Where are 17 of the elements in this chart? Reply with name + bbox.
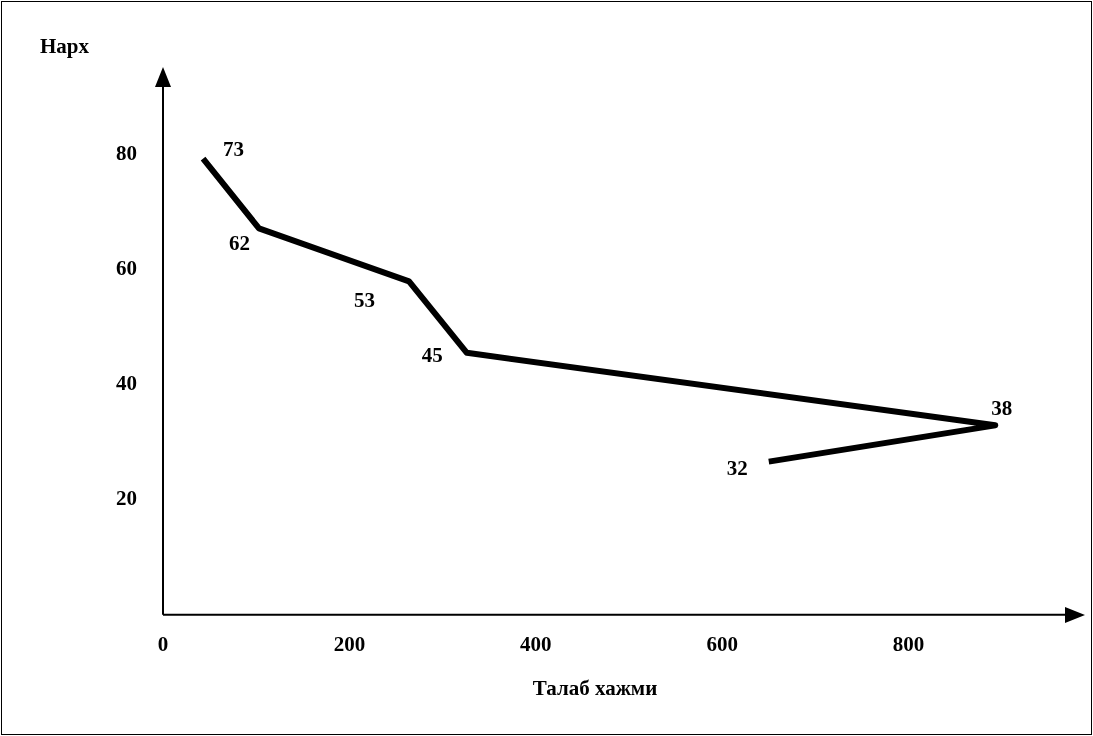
annotation: 62: [228, 230, 250, 255]
y-tick-label: 20: [116, 486, 137, 511]
annotation: 73: [223, 137, 245, 162]
annotation: 38: [991, 395, 1013, 420]
y-tick-label: 60: [116, 255, 137, 280]
x-tick-label: 400: [520, 631, 552, 656]
x-tick-label: 200: [333, 631, 366, 656]
y-tick-label: 80: [116, 140, 137, 165]
annotation: 45: [421, 343, 443, 368]
annotation: 53: [354, 287, 376, 312]
annotation: 32: [726, 456, 748, 481]
x-axis-title: Талаб хажми: [532, 676, 658, 701]
y-axis-title: Нарх: [40, 34, 90, 59]
x-tick-label: 600: [706, 631, 738, 656]
x-tick-label: 800: [892, 631, 925, 656]
y-tick-label: 40: [116, 370, 137, 395]
x-tick-label: 0: [157, 631, 169, 656]
